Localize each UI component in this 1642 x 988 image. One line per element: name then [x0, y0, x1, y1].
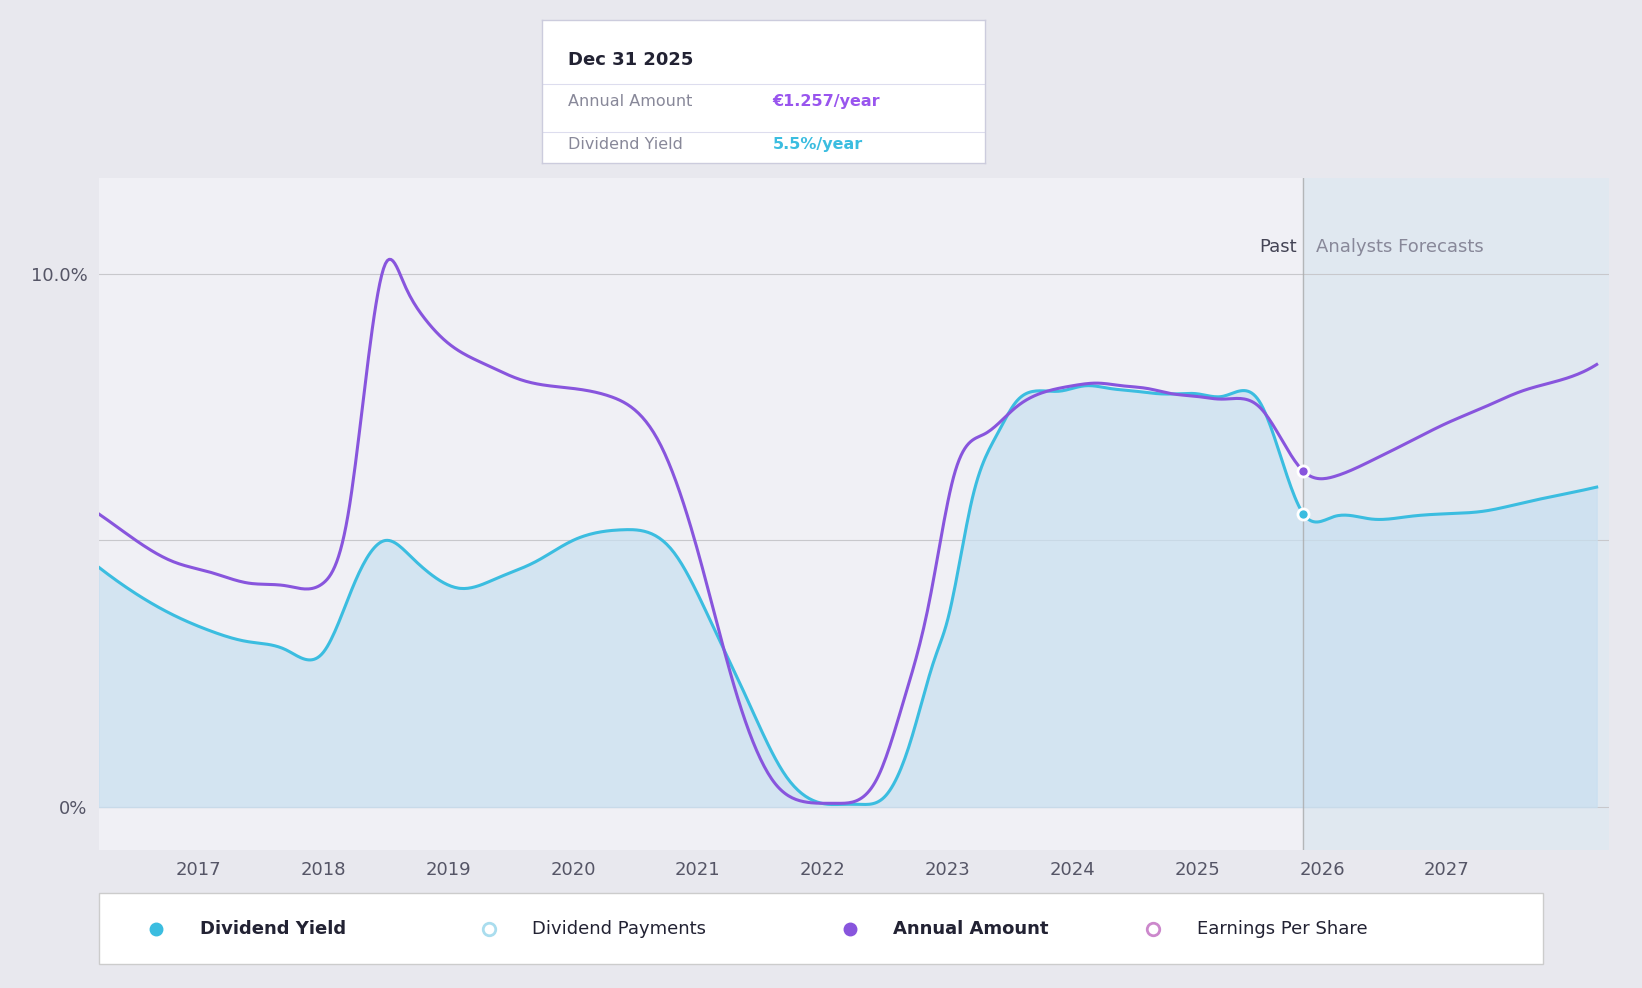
Text: Earnings Per Share: Earnings Per Share	[1197, 920, 1368, 938]
Text: Dividend Payments: Dividend Payments	[532, 920, 706, 938]
Text: 5.5%/year: 5.5%/year	[772, 137, 862, 152]
Text: Dividend Yield: Dividend Yield	[568, 137, 683, 152]
Text: €1.257/year: €1.257/year	[772, 94, 880, 110]
FancyBboxPatch shape	[99, 893, 1543, 964]
Text: Analysts Forecasts: Analysts Forecasts	[1315, 238, 1483, 256]
Text: Past: Past	[1259, 238, 1297, 256]
Text: Dec 31 2025: Dec 31 2025	[568, 51, 695, 69]
Text: Dividend Yield: Dividend Yield	[200, 920, 346, 938]
Bar	[1304, 178, 1609, 850]
Text: Annual Amount: Annual Amount	[568, 94, 693, 110]
Text: Annual Amount: Annual Amount	[893, 920, 1049, 938]
